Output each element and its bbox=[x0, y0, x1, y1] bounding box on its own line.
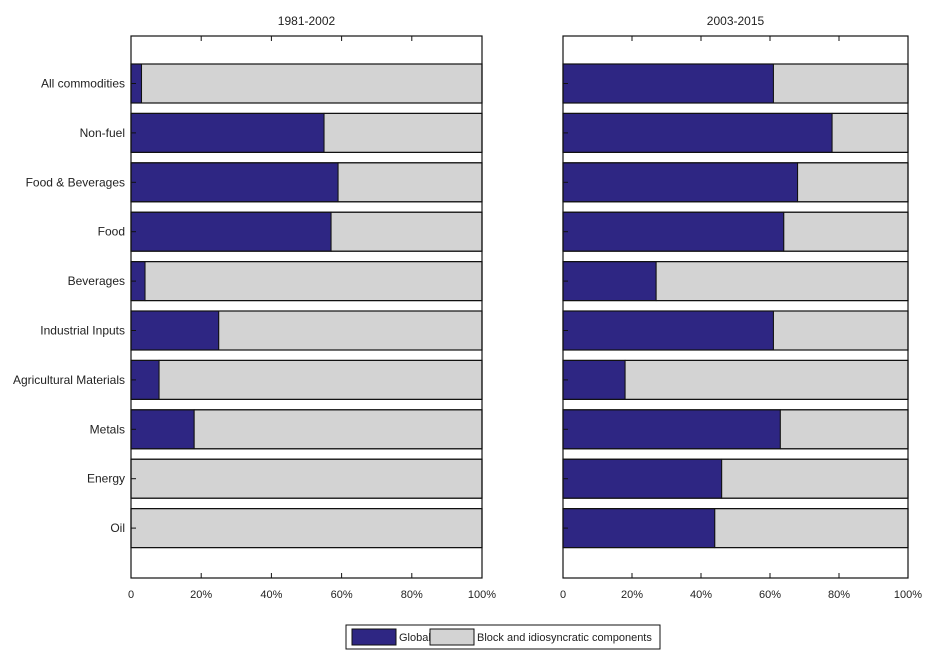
category-label-5: Industrial Inputs bbox=[40, 324, 125, 338]
legend-box bbox=[345, 624, 661, 650]
bar-block-p2-6 bbox=[624, 359, 909, 400]
bar-global-p2-4 bbox=[562, 261, 657, 302]
bar-block-p2-8 bbox=[721, 458, 909, 499]
bar-block-p2-0 bbox=[772, 63, 909, 104]
bar-global-p1-1 bbox=[130, 112, 325, 153]
category-label-3: Food bbox=[98, 225, 125, 239]
legend-label-global: Global bbox=[399, 632, 431, 644]
category-label-4: Beverages bbox=[68, 274, 125, 288]
x-tick-label-p2-5: 100% bbox=[894, 589, 922, 601]
bar-global-p2-7 bbox=[562, 409, 781, 450]
bar-global-p1-7 bbox=[130, 409, 195, 450]
bar-block-p1-6 bbox=[158, 359, 483, 400]
category-label-1: Non-fuel bbox=[80, 126, 125, 140]
bar-block-p1-9 bbox=[130, 508, 483, 549]
bar-block-p2-9 bbox=[714, 508, 909, 549]
bar-global-p2-6 bbox=[562, 359, 626, 400]
bar-block-p1-0 bbox=[141, 63, 483, 104]
bar-block-p2-5 bbox=[772, 310, 909, 351]
bar-block-p1-3 bbox=[330, 211, 483, 252]
bar-block-p1-8 bbox=[130, 458, 483, 499]
category-label-8: Energy bbox=[87, 472, 125, 486]
bar-block-p2-1 bbox=[831, 112, 909, 153]
bar-block-p1-7 bbox=[193, 409, 483, 450]
x-tick-label-p2-0: 0 bbox=[560, 589, 566, 601]
bar-global-p2-3 bbox=[562, 211, 785, 252]
x-tick-label-p1-3: 60% bbox=[331, 589, 353, 601]
bar-global-p2-2 bbox=[562, 162, 799, 203]
bar-global-p2-0 bbox=[562, 63, 774, 104]
bar-block-p1-2 bbox=[337, 162, 483, 203]
category-label-9: Oil bbox=[110, 521, 125, 535]
panel-title-2: 2003-2015 bbox=[707, 14, 765, 28]
panel-title-1: 1981-2002 bbox=[278, 14, 336, 28]
x-tick-label-p2-3: 60% bbox=[759, 589, 781, 601]
x-tick-label-p2-2: 40% bbox=[690, 589, 712, 601]
x-tick-label-p1-5: 100% bbox=[468, 589, 496, 601]
bar-block-p2-7 bbox=[779, 409, 909, 450]
bar-block-p2-2 bbox=[797, 162, 909, 203]
bar-global-p1-3 bbox=[130, 211, 332, 252]
bar-global-p2-1 bbox=[562, 112, 833, 153]
bar-block-p2-3 bbox=[783, 211, 909, 252]
bar-global-p1-2 bbox=[130, 162, 339, 203]
x-tick-label-p1-2: 40% bbox=[260, 589, 282, 601]
legend-label-block: Block and idiosyncratic components bbox=[477, 632, 652, 644]
x-tick-label-p1-4: 80% bbox=[401, 589, 423, 601]
x-tick-label-p2-4: 80% bbox=[828, 589, 850, 601]
category-label-6: Agricultural Materials bbox=[13, 373, 125, 387]
legend-swatch-block bbox=[429, 628, 475, 646]
bar-global-p1-5 bbox=[130, 310, 220, 351]
bar-block-p1-1 bbox=[323, 112, 483, 153]
bar-global-p2-9 bbox=[562, 508, 716, 549]
bar-global-p2-5 bbox=[562, 310, 774, 351]
bar-block-p1-5 bbox=[218, 310, 483, 351]
category-label-7: Metals bbox=[90, 422, 125, 436]
category-label-2: Food & Beverages bbox=[26, 175, 125, 189]
x-tick-label-p1-0: 0 bbox=[128, 589, 134, 601]
bar-block-p1-4 bbox=[144, 261, 483, 302]
x-tick-label-p1-1: 20% bbox=[190, 589, 212, 601]
category-label-0: All commodities bbox=[41, 77, 125, 91]
bar-global-p2-8 bbox=[562, 458, 723, 499]
bar-block-p2-4 bbox=[655, 261, 909, 302]
panel-frame-2 bbox=[562, 35, 909, 579]
panel-frame-1 bbox=[130, 35, 483, 579]
x-tick-label-p2-1: 20% bbox=[621, 589, 643, 601]
legend-swatch-global bbox=[351, 628, 397, 646]
